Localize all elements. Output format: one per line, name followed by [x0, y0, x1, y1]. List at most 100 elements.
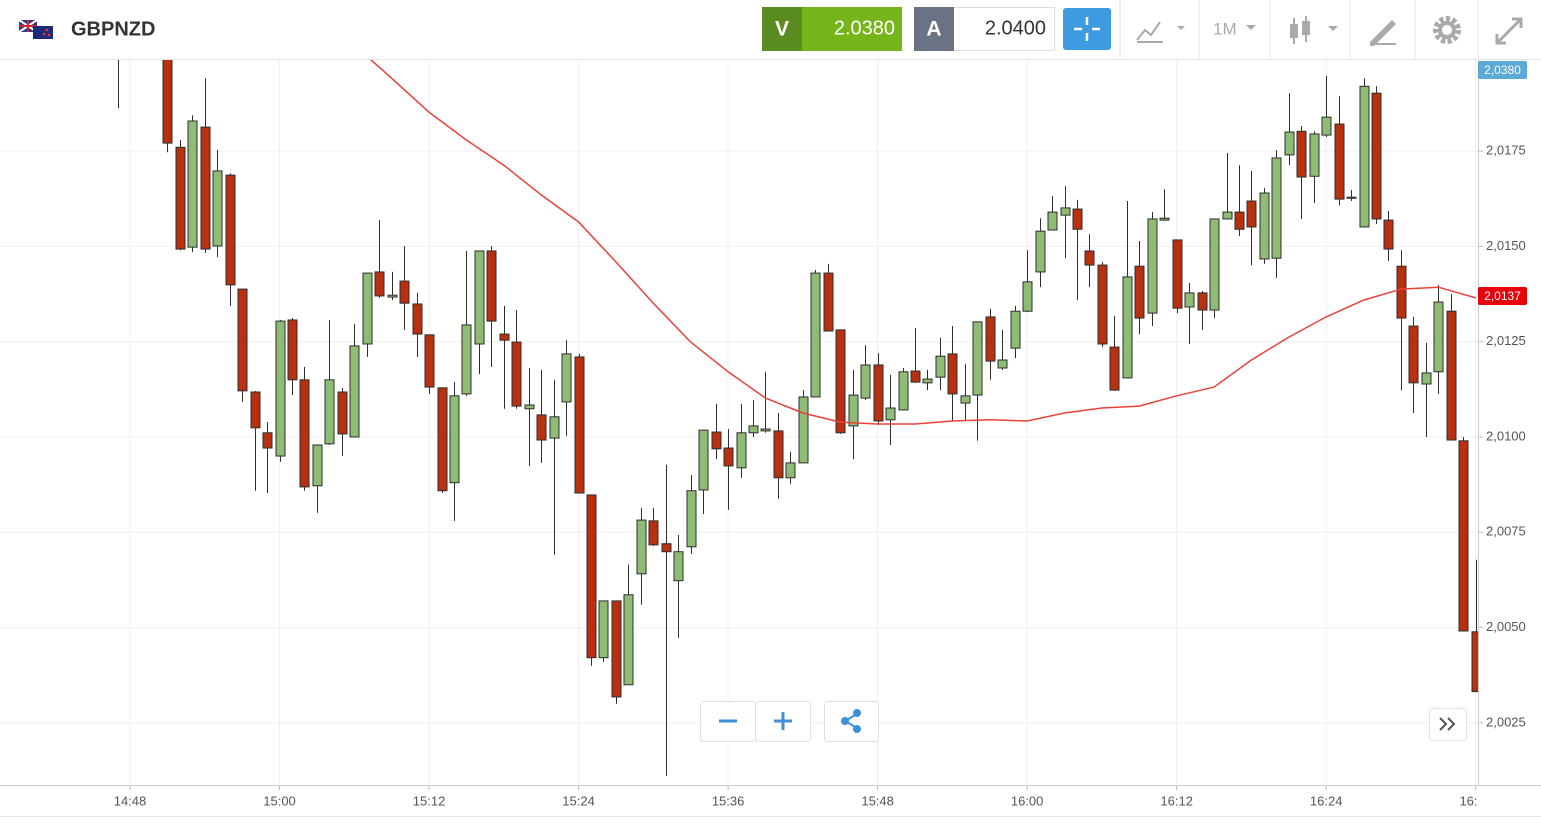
y-tick-label: 2,0100 [1486, 428, 1526, 443]
moving-average-line [369, 60, 1476, 425]
candle-body [387, 294, 398, 298]
candle-body [1084, 250, 1095, 266]
y-tick-label: 2,0150 [1486, 238, 1526, 253]
candle-body [810, 272, 821, 398]
candle-body [536, 414, 547, 441]
indicator-button[interactable] [1136, 21, 1185, 43]
flag-icon [18, 19, 53, 39]
candle-body [623, 594, 634, 686]
scroll-right-button[interactable] [1429, 708, 1467, 741]
price-marker-label: 2,0137 [1484, 289, 1521, 303]
candle-body [736, 432, 747, 469]
candle-body [1072, 208, 1083, 230]
candle-body [598, 600, 609, 659]
candle-body [1284, 131, 1295, 156]
candle-body [574, 356, 585, 494]
timeframe-button[interactable]: 1M [1213, 19, 1256, 38]
candle-body [162, 60, 173, 144]
candle-body [1446, 310, 1457, 441]
candle-body [399, 280, 410, 304]
candle-body [1222, 211, 1233, 220]
candle-body [910, 370, 921, 383]
candle-body [1159, 217, 1170, 221]
toolbar: GBPNZD V 2.0380 A 2.0400 1M [0, 0, 1541, 60]
candle-body [1047, 211, 1058, 231]
candle-body [337, 391, 348, 435]
candle-body [1122, 276, 1133, 379]
candle-body [723, 447, 734, 467]
candle-body [586, 494, 597, 659]
y-tick-label: 2,0125 [1486, 333, 1526, 348]
candle-body [1433, 301, 1444, 373]
draw-button[interactable] [1370, 20, 1396, 46]
candle-body [212, 170, 223, 247]
candle-body [1371, 92, 1382, 220]
candle-body [873, 364, 884, 422]
candle-body [648, 520, 659, 546]
x-tick-label: 15:24 [562, 793, 595, 808]
sell-label: V [775, 18, 789, 41]
candle-body [972, 321, 983, 396]
candle-body [1334, 123, 1345, 200]
axes: 2,0025 2,0050 2,0075 2,0100 2,0125 2,0150 2,01… [0, 60, 1541, 817]
sell-button[interactable]: V 2.0380 [762, 7, 902, 51]
chart-type-button[interactable] [1290, 16, 1338, 44]
fullscreen-button[interactable] [1495, 17, 1523, 45]
candle-body [437, 387, 448, 492]
x-tick-label: 16:00 [1011, 793, 1044, 808]
candle-body [312, 444, 323, 487]
settings-button[interactable] [1433, 16, 1461, 44]
sell-price: 2.0380 [834, 17, 895, 39]
zoom-out-button[interactable] [700, 701, 756, 742]
candle-body [960, 395, 971, 404]
candle-body [1147, 218, 1158, 314]
candle-body [698, 429, 709, 491]
candle-body [1359, 85, 1370, 228]
candle-body [1035, 230, 1046, 273]
candle-body [561, 353, 572, 403]
candle-body [823, 272, 834, 332]
candle-body [922, 378, 933, 384]
price-marker [1478, 286, 1527, 305]
candle-body [1421, 372, 1432, 385]
candle-body [287, 319, 298, 381]
candle-body [1184, 292, 1195, 308]
candle-body [225, 174, 236, 286]
candle-body [1396, 265, 1407, 319]
candle-body [1259, 192, 1270, 260]
candle-body [1471, 631, 1478, 693]
crosshair-button[interactable] [1063, 8, 1111, 50]
candle-body [1296, 130, 1307, 178]
candle-body [848, 394, 859, 427]
candle-body [1458, 440, 1469, 632]
candle-body [200, 126, 211, 250]
candle-body [486, 250, 497, 322]
candle-body [898, 371, 909, 411]
candle-body [524, 404, 535, 410]
candle-body [250, 391, 261, 429]
candle-body [997, 359, 1008, 369]
candle-body [1246, 200, 1257, 228]
candle-body [424, 334, 435, 388]
candle-body [661, 543, 672, 553]
x-tick-label: 16:36 [1459, 793, 1492, 808]
candle-body [549, 416, 560, 439]
x-tick-label: 16:12 [1160, 793, 1193, 808]
candle-body [175, 146, 186, 250]
candle-body [860, 364, 871, 399]
zoom-in-button[interactable] [755, 701, 811, 742]
candle-body [835, 329, 846, 434]
timeframe: 1M [1213, 19, 1237, 38]
series [118, 60, 1478, 776]
candle-body [773, 430, 784, 479]
candle-body [1109, 346, 1120, 391]
y-tick-label: 2,0025 [1486, 714, 1526, 729]
candle-body [1172, 239, 1183, 309]
share-button[interactable] [824, 701, 879, 742]
candle-body [1022, 281, 1033, 312]
candle-body [187, 120, 198, 248]
buy-button[interactable]: A 2.0400 [914, 7, 1055, 51]
candle-body [1383, 219, 1394, 250]
candle-body [349, 345, 360, 438]
